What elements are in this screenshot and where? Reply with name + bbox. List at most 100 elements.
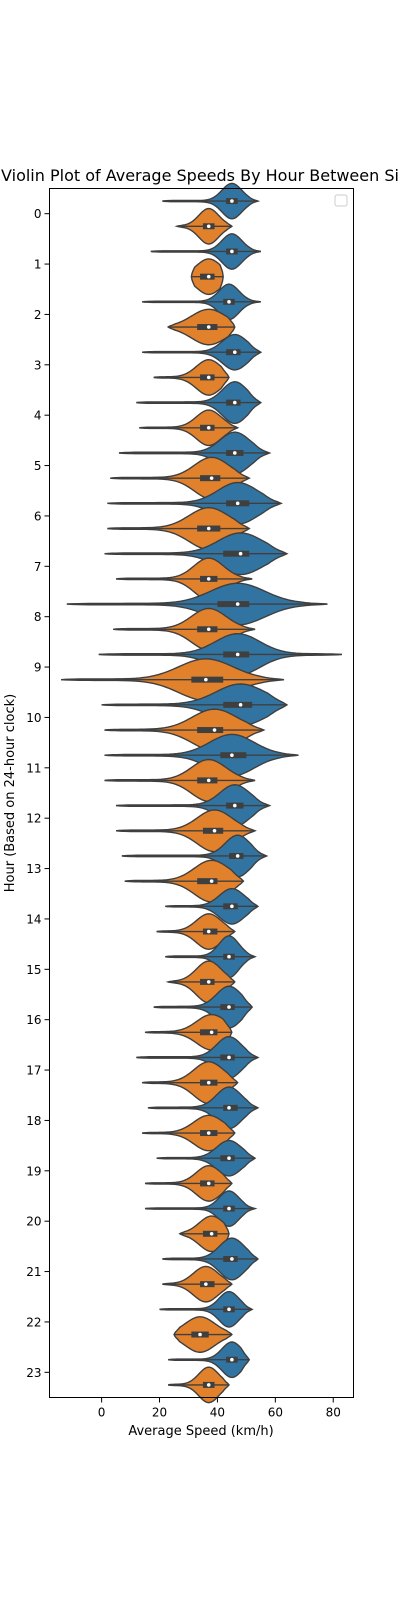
violin-median-dot-b: [206, 325, 211, 329]
y-tick-label: 22: [26, 1315, 41, 1329]
violin-median-dot-a: [232, 803, 237, 808]
violin-median-dot-b: [206, 1131, 211, 1135]
violin-group-hour-20: [144, 1190, 258, 1253]
violin-median-dot-a: [230, 753, 234, 758]
violin-group-hour-0: [162, 182, 261, 245]
violin-iqr-box-a: [217, 601, 250, 608]
violin-group-hour-23: [168, 1341, 251, 1404]
violin-median-dot-b: [206, 627, 211, 632]
x-tick-label: 0: [98, 1406, 106, 1420]
violin-median-dot-b: [209, 1030, 214, 1035]
violin-group-hour-19: [144, 1139, 257, 1202]
y-tick-label: 7: [34, 560, 42, 574]
violin-median-dot-a: [232, 350, 237, 355]
violin-iqr-box-b: [200, 1029, 218, 1036]
y-axis-label: Hour (Based on 24-hour clock): [3, 694, 18, 893]
violin-median-dot-b: [204, 677, 208, 682]
violin-median-dot-b: [212, 828, 217, 833]
violin-group-hour-6: [107, 481, 283, 551]
violin-median-dot-b: [206, 274, 211, 279]
y-tick-label: 0: [34, 207, 42, 221]
y-tick-label: 10: [26, 711, 41, 725]
y-tick-label: 11: [26, 761, 41, 775]
violin-group-hour-15: [165, 935, 257, 1004]
violin-median-dot-b: [206, 577, 211, 581]
violin-median-dot-a: [230, 1257, 234, 1261]
violin-median-dot-a: [227, 1005, 231, 1009]
violin-group-hour-22: [159, 1290, 254, 1353]
y-tick-label: 3: [34, 358, 42, 372]
violin-median-dot-b: [206, 375, 211, 380]
violin-median-dot-a: [227, 1055, 231, 1060]
violin-median-dot-a: [227, 1307, 231, 1312]
x-tick-label: 60: [268, 1406, 283, 1420]
violin-group-hour-11: [104, 733, 299, 802]
violin-median-dot-b: [198, 1332, 202, 1337]
y-tick-label: 9: [34, 661, 42, 675]
y-tick-label: 19: [26, 1164, 41, 1178]
violin-group-hour-17: [136, 1035, 260, 1105]
y-tick-label: 23: [26, 1366, 41, 1380]
violin-median-dot-a: [232, 400, 237, 405]
violin-iqr-box-b: [197, 878, 218, 885]
violin-median-dot-b: [206, 1181, 211, 1186]
violin-iqr-box-b: [197, 727, 224, 734]
violin-median-dot-b: [206, 980, 211, 984]
violin-median-dot-a: [227, 1156, 231, 1161]
violin-median-dot-a: [227, 1106, 231, 1110]
violin-median-dot-a: [230, 1357, 234, 1362]
violin-median-dot-b: [206, 778, 211, 783]
y-tick-label: 1: [34, 258, 42, 272]
y-tick-label: 2: [34, 308, 42, 322]
violin-median-dot-b: [206, 1080, 211, 1085]
violin-median-dot-b: [206, 929, 211, 934]
violin-iqr-box-a: [223, 701, 253, 708]
y-tick-label: 16: [26, 1013, 41, 1027]
violin-group-hour-4: [136, 381, 263, 447]
violin-median-dot-a: [227, 954, 231, 959]
violin-median-dot-a: [227, 1206, 231, 1211]
violin-group-hour-12: [116, 784, 272, 853]
violin-median-dot-b: [204, 1282, 208, 1286]
y-tick-label: 14: [26, 912, 41, 926]
violin-median-dot-b: [209, 879, 214, 883]
violin-median-dot-b: [206, 425, 211, 430]
y-tick-label: 18: [26, 1114, 41, 1128]
violin-group-hour-21: [162, 1237, 260, 1303]
violin-group-hour-1: [150, 233, 261, 296]
chart-title: Violin Plot of Average Speeds By Hour Be…: [1, 166, 399, 185]
y-tick-label: 4: [34, 409, 42, 423]
violin-median-dot-a: [235, 652, 240, 657]
x-axis: 0 20 40 60 80: [98, 1397, 341, 1420]
violin-median-dot-a: [230, 904, 234, 909]
violin-median-dot-a: [238, 551, 243, 556]
x-axis-label: Average Speed (km/h): [128, 1424, 273, 1439]
violin-iqr-box-a: [223, 550, 250, 557]
violin-group-hour-3: [142, 333, 263, 396]
y-tick-label: 15: [26, 963, 41, 977]
violin-group-hour-2: [142, 283, 261, 346]
plot-frame: [49, 188, 354, 1398]
violin-median-dot-a: [235, 854, 240, 858]
y-tick-label: 12: [26, 812, 41, 826]
violin-median-dot-a: [230, 249, 234, 254]
violin-median-dot-b: [209, 476, 214, 480]
violin-median-dot-a: [238, 703, 243, 707]
y-tick-label: 6: [34, 509, 42, 523]
y-tick-label: 8: [34, 610, 42, 624]
legend-box: [334, 194, 348, 207]
violin-group-hour-13: [121, 834, 269, 903]
violins-layer: [61, 182, 342, 1404]
y-tick-label: 21: [26, 1265, 41, 1279]
y-tick-label: 20: [26, 1215, 41, 1229]
y-tick-label: 13: [26, 862, 41, 876]
y-tick-label: 5: [34, 459, 42, 473]
x-tick-label: 40: [210, 1406, 225, 1420]
y-tick-label: 17: [26, 1064, 41, 1078]
violin-group-hour-16: [144, 985, 254, 1051]
violin-median-dot-a: [235, 602, 240, 606]
x-tick-label: 80: [326, 1406, 341, 1420]
violin-median-dot-b: [206, 526, 211, 531]
violin-median-dot-a: [227, 300, 231, 304]
